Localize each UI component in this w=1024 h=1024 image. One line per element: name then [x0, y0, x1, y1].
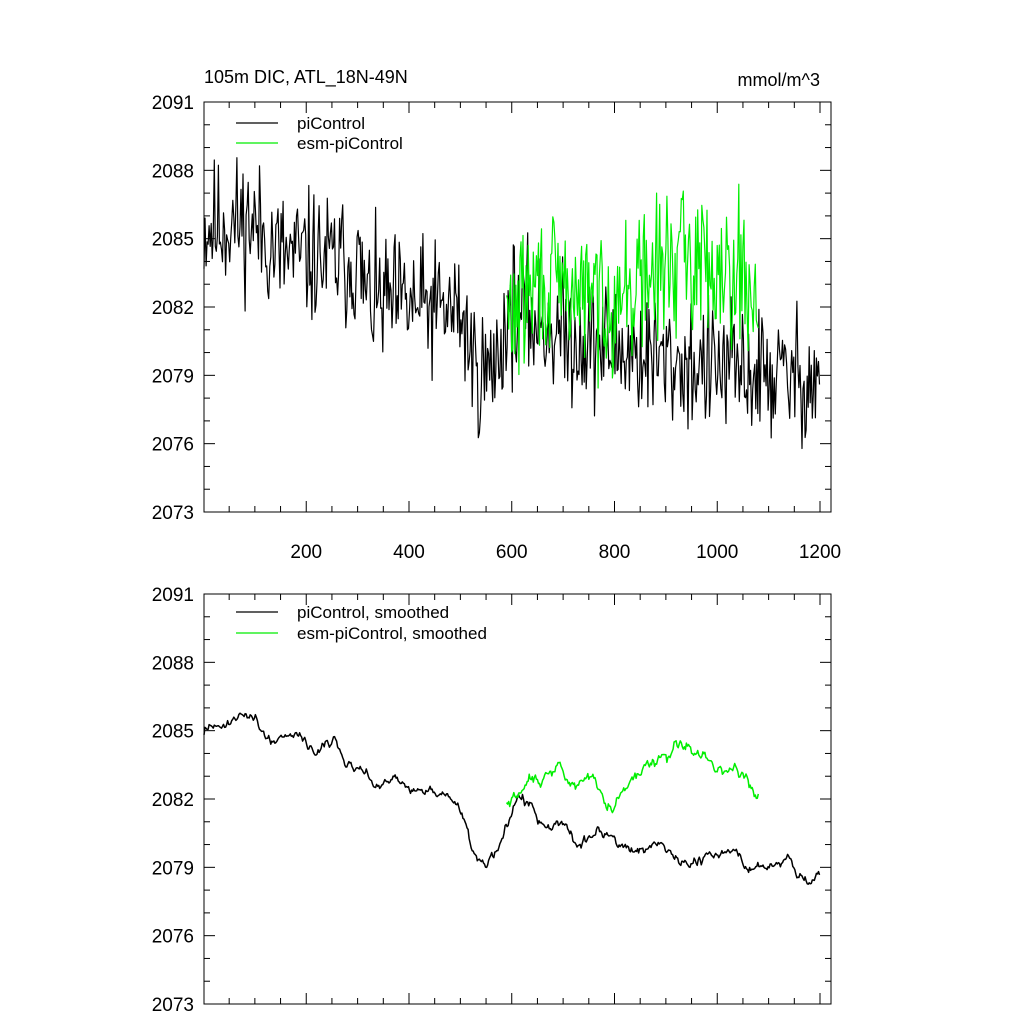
legend-label-esm-picontrol-smoothed: esm-piControl, smoothed: [297, 624, 487, 643]
legend-label-picontrol-smoothed: piControl, smoothed: [297, 603, 449, 622]
bottom-panel-axes: 2073 2076 2079 2082 2085 2088 2091: [152, 585, 832, 1016]
y-tick-label: 2082: [152, 790, 194, 811]
y-tick-label: 2076: [152, 927, 194, 948]
x-tick-label: 200: [290, 542, 322, 563]
x-tick-label: 1000: [696, 542, 738, 563]
top-panel-legend: piControl esm-piControl: [236, 114, 403, 153]
top-panel-axes: 2073 2076 2079 2082 2085 2088 2091 200 400 600 800…: [152, 93, 841, 563]
y-tick-label: 2073: [152, 995, 194, 1016]
bottom-panel-legend: piControl, smoothed esm-piControl, smoot…: [236, 603, 487, 643]
series-line-picontrol-smoothed: [203, 712, 821, 885]
y-tick-label: 2079: [152, 858, 194, 879]
series-line-picontrol: [203, 157, 821, 450]
top-panel-title: 105m DIC, ATL_18N-49N: [204, 67, 408, 88]
bottom-panel: 2073 2076 2079 2082 2085 2088 2091 piControl, …: [152, 585, 832, 1016]
legend-label-esm-picontrol: esm-piControl: [297, 134, 403, 153]
y-tick-label: 2088: [152, 653, 194, 674]
y-tick-label: 2073: [152, 503, 194, 524]
top-panel-series: [203, 157, 821, 450]
top-panel: 105m DIC, ATL_18N-49N mmol/m^3 207320762…: [152, 67, 841, 563]
x-tick-label: 600: [496, 542, 528, 563]
y-tick-label: 2085: [152, 722, 194, 743]
series-line-esm-picontrol-smoothed: [505, 740, 760, 814]
x-tick-label: 800: [599, 542, 631, 563]
bottom-panel-series: [203, 712, 821, 885]
y-tick-label: 2076: [152, 435, 194, 456]
y-tick-label: 2085: [152, 230, 194, 251]
y-tick-label: 2079: [152, 366, 194, 387]
y-tick-label: 2088: [152, 161, 194, 182]
y-tick-label: 2091: [152, 93, 194, 114]
y-tick-label: 2091: [152, 585, 194, 606]
y-tick-label: 2082: [152, 298, 194, 319]
legend-label-picontrol: piControl: [297, 114, 365, 133]
top-panel-units: mmol/m^3: [738, 70, 820, 90]
series-line-esm-picontrol: [506, 183, 759, 389]
x-tick-label: 400: [393, 542, 425, 563]
x-tick-label: 1200: [799, 542, 841, 563]
